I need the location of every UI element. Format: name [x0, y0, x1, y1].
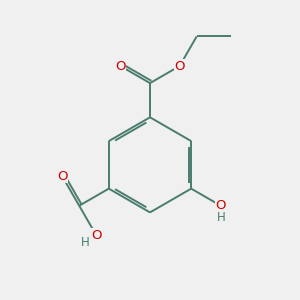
Text: O: O [115, 59, 126, 73]
Text: O: O [215, 199, 226, 212]
Text: O: O [174, 59, 185, 73]
Text: O: O [57, 169, 68, 183]
Text: H: H [216, 211, 225, 224]
Text: O: O [91, 229, 102, 242]
Text: H: H [81, 236, 89, 249]
